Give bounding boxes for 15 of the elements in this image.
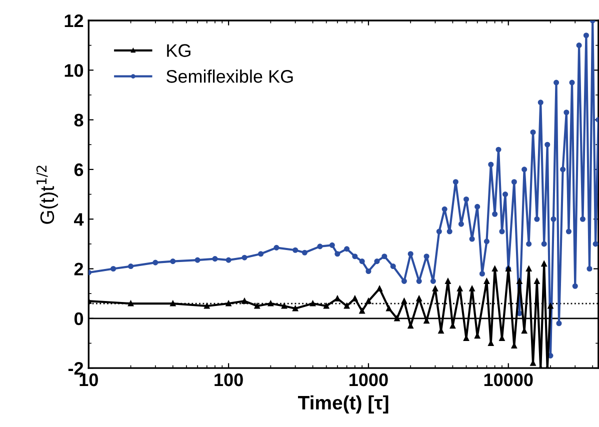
x-axis-title: Time(t) [τ] <box>298 395 388 414</box>
y-tick-label: 8 <box>74 114 84 127</box>
y-tick-label: 10 <box>64 64 84 77</box>
x-tick-label: 1000 <box>350 373 388 386</box>
y-tick-label: 6 <box>74 163 84 176</box>
y-tick-label: 2 <box>74 262 84 276</box>
legend-label: Semiflexible KG <box>166 70 293 83</box>
x-tick-label: 100 <box>214 373 243 386</box>
y-tick-label: -2 <box>68 362 84 375</box>
legend-label: KG <box>167 44 190 57</box>
y-axis-title: G(t)t$^{1/2}$ <box>36 166 58 224</box>
y-tick-label: 4 <box>74 213 84 226</box>
y-tick-label: 0 <box>74 312 84 326</box>
y-tick-label: 12 <box>64 14 84 28</box>
x-tick-label: 10000 <box>484 373 533 386</box>
